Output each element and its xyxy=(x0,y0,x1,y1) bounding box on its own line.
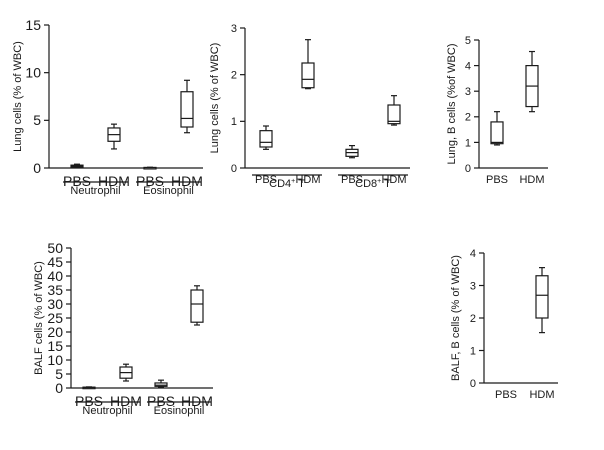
y-tick-label: 0 xyxy=(470,378,476,390)
y-tick-label: 0 xyxy=(33,160,41,176)
y-tick-label: 4 xyxy=(465,60,471,72)
group-label: Eosinophil xyxy=(143,185,194,197)
y-tick-label: 15 xyxy=(47,338,63,354)
category-label: PBS xyxy=(75,393,103,409)
chart-panel-lung-b-cells: 0 1 2 3 4 5 Lung, B cells (%of WBC) PBS HDM xyxy=(446,35,548,186)
y-tick-label: 0 xyxy=(55,380,63,396)
box-hdm xyxy=(301,62,315,89)
y-axis-title: Lung cells (% of WBC) xyxy=(12,41,24,152)
category-label: HDM xyxy=(181,393,213,409)
group-label: Eosinophil xyxy=(154,405,205,417)
box-pbs xyxy=(259,130,273,148)
category-label: HDM xyxy=(110,393,142,409)
y-tick-label: 5 xyxy=(55,366,63,382)
box-hdm xyxy=(180,91,194,128)
y-tick-label: 40 xyxy=(47,268,63,284)
box-hdm xyxy=(190,289,204,323)
y-tick-label: 50 xyxy=(47,240,63,256)
y-tick-label: 5 xyxy=(33,112,41,128)
y-tick-label: 15 xyxy=(25,17,41,33)
group-label: Neutrophil xyxy=(82,405,132,417)
box-pbs xyxy=(490,121,504,145)
y-tick-label: 0 xyxy=(231,163,237,175)
y-tick-label: 35 xyxy=(47,282,63,298)
category-label: HDM xyxy=(519,174,544,186)
category-label: PBS xyxy=(63,173,91,189)
y-axis-title: BALF, B cells (% of WBC) xyxy=(450,255,462,381)
group-label: CD4+ T xyxy=(269,178,305,190)
category-label: HDM xyxy=(529,389,554,401)
y-tick-label: 3 xyxy=(465,86,471,98)
y-tick-label: 2 xyxy=(231,70,237,82)
category-label: HDM xyxy=(381,174,406,186)
group-label: CD8+ T xyxy=(355,178,391,190)
chart-panel-balf-b-cells: 0 1 2 3 4 BALF, B cells (% of WBC) PBS HDM xyxy=(450,248,558,401)
y-tick-label: 2 xyxy=(470,313,476,325)
y-tick-label: 2 xyxy=(465,112,471,124)
y-tick-label: 3 xyxy=(470,280,476,292)
category-label: PBS xyxy=(486,174,508,186)
y-tick-label: 5 xyxy=(465,35,471,47)
y-axis-title: Lung cells (% of WBC) xyxy=(209,43,221,154)
category-label: PBS xyxy=(147,393,175,409)
y-tick-label: 3 xyxy=(231,23,237,35)
y-axis-title: BALF cells (% of WBC) xyxy=(33,261,45,375)
category-label: PBS xyxy=(255,174,277,186)
y-tick-label: 10 xyxy=(25,65,41,81)
group-label: Neutrophil xyxy=(70,185,120,197)
y-tick-label: 1 xyxy=(231,116,237,128)
category-label: HDM xyxy=(98,173,130,189)
y-tick-label: 0 xyxy=(465,163,471,175)
box-hdm xyxy=(387,104,401,125)
category-label: HDM xyxy=(171,173,203,189)
y-tick-label: 30 xyxy=(47,296,63,312)
y-tick-label: 20 xyxy=(47,324,63,340)
y-tick-label: 10 xyxy=(47,352,63,368)
y-tick-label: 1 xyxy=(465,137,471,149)
category-label: PBS xyxy=(495,389,517,401)
y-tick-label: 25 xyxy=(47,310,63,326)
category-label: PBS xyxy=(341,174,363,186)
box-hdm xyxy=(535,275,549,319)
y-tick-label: 1 xyxy=(470,345,476,357)
y-tick-label: 45 xyxy=(47,254,63,270)
y-axis-title: Lung, B cells (%of WBC) xyxy=(446,43,458,164)
category-label: PBS xyxy=(136,173,164,189)
category-label: HDM xyxy=(295,174,320,186)
y-tick-label: 4 xyxy=(470,248,476,260)
